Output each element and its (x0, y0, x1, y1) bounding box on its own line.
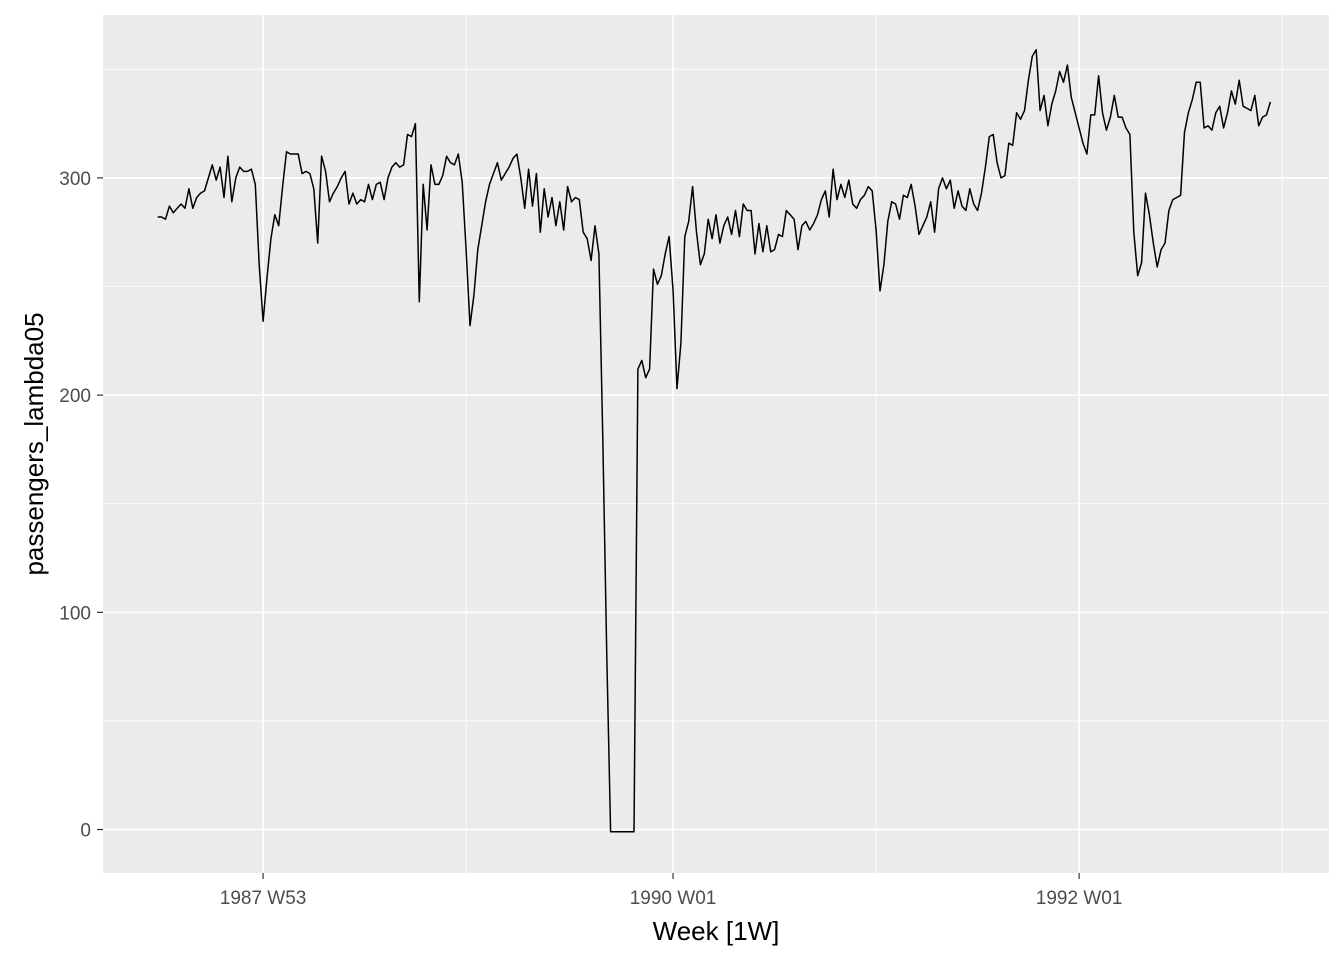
y-tick-label: 100 (59, 603, 91, 624)
x-tick-label: 1992 W01 (1036, 888, 1123, 909)
x-tick-label: 1990 W01 (630, 888, 717, 909)
series-line (157, 49, 1272, 833)
y-tick-label: 300 (59, 169, 91, 190)
panel-background (103, 15, 1329, 873)
y-tick-label: 0 (80, 821, 91, 842)
y-tick-label: 200 (59, 386, 91, 407)
y-axis-title: passengers_lambda05 (19, 312, 49, 575)
x-axis: 1987 W53 1990 W01 1992 W01 (220, 873, 1123, 909)
x-axis-title: Week [1W] (653, 916, 780, 946)
major-gridlines (103, 15, 1329, 873)
minor-gridlines (103, 15, 1329, 873)
x-tick-label: 1987 W53 (220, 888, 307, 909)
y-axis: 0 100 200 300 (59, 169, 103, 842)
